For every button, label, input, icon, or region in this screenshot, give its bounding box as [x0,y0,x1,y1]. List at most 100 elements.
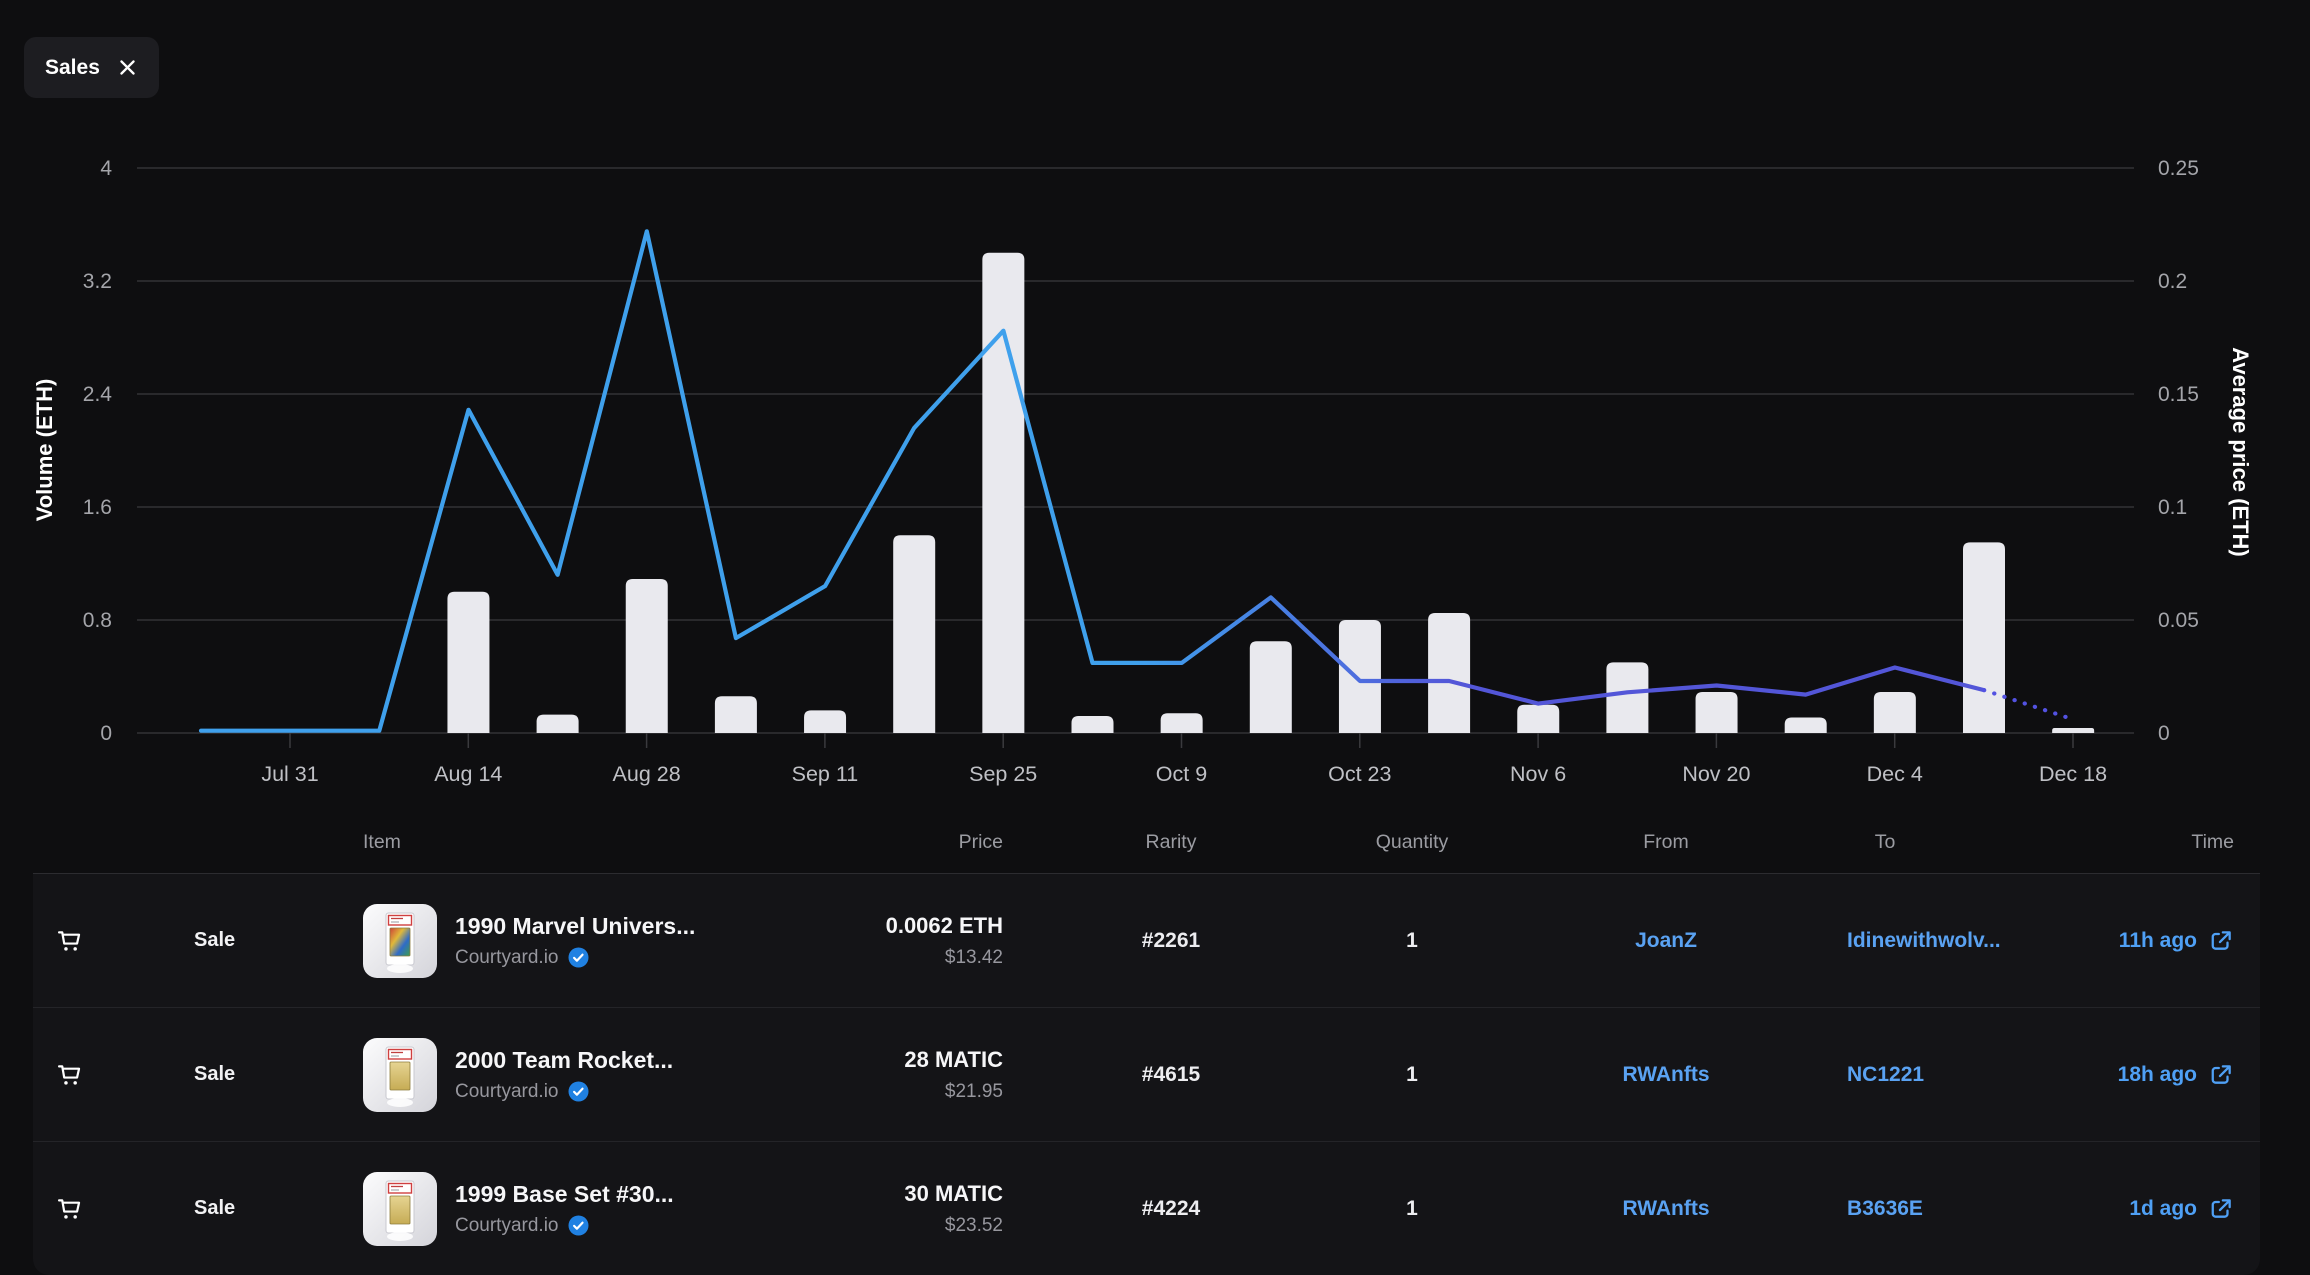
column-header-rarity: Rarity [1003,831,1339,854]
x-axis-tick-label: Nov 20 [1682,762,1750,786]
volume-bar [893,535,935,733]
table-row[interactable]: Sale 1990 Marvel Univers... Courtyard.io [33,874,2260,1008]
left-axis-tick-label: 0.8 [83,609,112,632]
filter-chip-sales[interactable]: Sales [24,37,159,98]
column-header-quantity: Quantity [1339,831,1485,854]
verified-badge-icon [568,1215,589,1236]
chart-grid: 000.80.051.60.12.40.153.20.240.25Jul 31A… [83,157,2199,786]
x-axis-tick-label: Dec 4 [1867,762,1923,786]
item-name-link[interactable]: 1990 Marvel Univers... [455,913,695,940]
volume-bar [1696,692,1738,733]
volume-bar [715,696,757,733]
external-link-icon[interactable] [2208,928,2234,954]
x-axis-tick-label: Sep 25 [969,762,1037,786]
price-value: 0.0062 ETH [803,913,1003,939]
from-link[interactable]: RWAnfts [1622,1063,1709,1086]
time-link[interactable]: 11h ago [2119,929,2197,953]
volume-bars [447,253,2094,733]
table-row[interactable]: Sale 2000 Team Rocket... Courtyard.io [33,1008,2260,1142]
x-axis-tick-label: Aug 14 [434,762,502,786]
filter-chip-label: Sales [45,56,100,80]
volume-bar [1428,613,1470,733]
cart-icon[interactable] [55,1061,83,1089]
volume-bar [1785,717,1827,733]
right-axis-title: Average price (ETH) [2228,347,2253,556]
x-axis-tick-label: Oct 9 [1156,762,1207,786]
left-axis-tick-label: 4 [100,157,112,180]
column-header-item: Item [363,831,803,854]
x-axis-tick-label: Oct 23 [1328,762,1391,786]
verified-badge-icon [568,947,589,968]
item-thumbnail[interactable] [363,904,437,978]
item-thumbnail[interactable] [363,1172,437,1246]
sales-volume-price-chart: 000.80.051.60.12.40.153.20.240.25Jul 31A… [0,0,2310,812]
collection-name-link[interactable]: Courtyard.io [455,1081,559,1103]
verified-badge-icon [568,1081,589,1102]
from-link[interactable]: JoanZ [1635,929,1697,952]
price-value: 30 MATIC [803,1181,1003,1207]
collection-name-link[interactable]: Courtyard.io [455,947,559,969]
volume-bar [1161,713,1203,733]
x-axis-tick-label: Jul 31 [261,762,318,786]
volume-bar [447,592,489,733]
right-axis-tick-label: 0 [2158,722,2170,745]
collection-name-link[interactable]: Courtyard.io [455,1215,559,1237]
right-axis-tick-label: 0.2 [2158,270,2187,293]
price-usd-value: $21.95 [803,1081,1003,1103]
x-axis-tick-label: Aug 28 [613,762,681,786]
volume-bar [1606,662,1648,733]
nft-activity-page: { "filter_chip": { "label": "Sales" }, "… [0,0,2310,1274]
quantity-value: 1 [1339,929,1485,953]
left-axis-tick-label: 1.6 [83,496,112,519]
cart-icon[interactable] [55,1195,83,1223]
volume-bar [626,579,668,733]
rarity-rank: #4615 [1003,1063,1339,1087]
activity-table: Item Price Rarity Quantity From To Time … [33,812,2260,1275]
close-icon[interactable] [117,57,138,78]
volume-bar [1517,705,1559,733]
volume-bar [1072,716,1114,733]
price-usd-value: $13.42 [803,947,1003,969]
volume-bar [982,253,1024,733]
item-thumbnail[interactable] [363,1038,437,1112]
to-link[interactable]: B3636E [1847,1197,1923,1220]
x-axis-tick-label: Dec 18 [2039,762,2107,786]
quantity-value: 1 [1339,1063,1485,1087]
time-link[interactable]: 1d ago [2129,1197,2197,1221]
external-link-icon[interactable] [2208,1062,2234,1088]
column-header-to: To [1847,831,1923,854]
price-usd-value: $23.52 [803,1215,1003,1237]
column-header-from: From [1485,831,1847,854]
from-link[interactable]: RWAnfts [1622,1197,1709,1220]
volume-bar [2052,728,2094,733]
table-header-row: Item Price Rarity Quantity From To Time [33,812,2260,873]
event-type-label: Sale [161,1063,363,1086]
external-link-icon[interactable] [2208,1196,2234,1222]
to-link[interactable]: NC1221 [1847,1063,1924,1086]
rarity-rank: #2261 [1003,929,1339,953]
volume-bar [1339,620,1381,733]
right-axis-tick-label: 0.1 [2158,496,2187,519]
table-body: Sale 1990 Marvel Univers... Courtyard.io [33,873,2260,1275]
volume-bar [804,710,846,733]
rarity-rank: #4224 [1003,1197,1339,1221]
volume-bar [1874,692,1916,733]
item-name-link[interactable]: 1999 Base Set #30... [455,1181,674,1208]
left-axis-tick-label: 2.4 [83,383,113,406]
right-axis-tick-label: 0.15 [2158,383,2199,406]
price-value: 28 MATIC [803,1047,1003,1073]
cart-icon[interactable] [55,927,83,955]
time-link[interactable]: 18h ago [2118,1063,2197,1087]
quantity-value: 1 [1339,1197,1485,1221]
volume-bar [1963,542,2005,733]
column-header-time: Time [1923,831,2260,854]
left-axis-tick-label: 3.2 [83,270,112,293]
volume-bar [537,715,579,733]
event-type-label: Sale [161,929,363,952]
item-name-link[interactable]: 2000 Team Rocket... [455,1047,673,1074]
column-header-price: Price [803,831,1003,854]
table-row[interactable]: Sale 1999 Base Set #30... Courtyard.io [33,1142,2260,1275]
right-axis-tick-label: 0.25 [2158,157,2199,180]
x-axis-tick-label: Sep 11 [792,762,859,786]
x-axis-tick-label: Nov 6 [1510,762,1566,786]
